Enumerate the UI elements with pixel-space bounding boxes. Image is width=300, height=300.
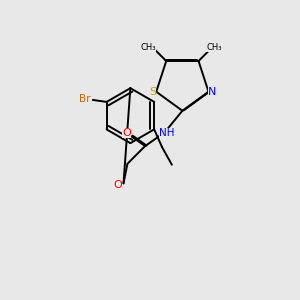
- Text: Br: Br: [79, 94, 91, 104]
- Text: N: N: [208, 87, 217, 97]
- Text: O: O: [113, 180, 122, 190]
- Text: O: O: [122, 128, 131, 138]
- Text: S: S: [149, 87, 156, 97]
- Text: CH₃: CH₃: [141, 43, 156, 52]
- Text: NH: NH: [159, 128, 174, 138]
- Text: CH₃: CH₃: [206, 43, 222, 52]
